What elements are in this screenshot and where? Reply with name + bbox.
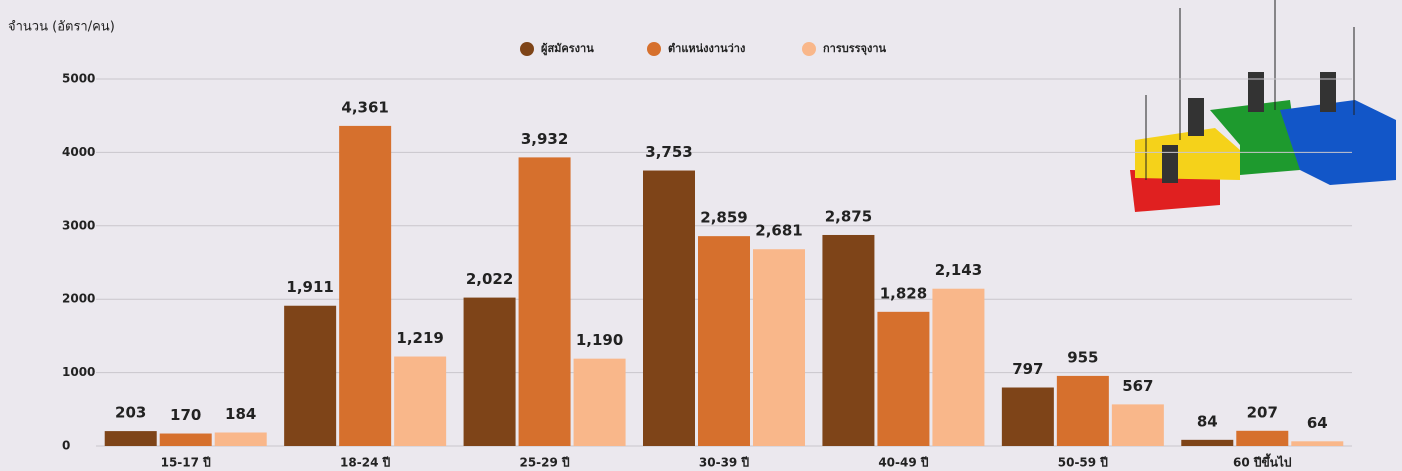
value-label: 2,859 <box>700 209 747 227</box>
bar <box>1056 375 1109 446</box>
bar <box>1001 387 1054 446</box>
value-label: 207 <box>1247 403 1278 421</box>
x-tick-label: 40-49 ปี <box>878 456 929 470</box>
legend-label: ตำแหน่งงานว่าง <box>668 42 745 55</box>
bar <box>104 431 157 446</box>
value-label: 1,911 <box>286 278 333 296</box>
value-label: 797 <box>1012 360 1043 378</box>
bar <box>822 234 875 446</box>
value-label: 1,219 <box>396 329 443 347</box>
x-tick-label: 50-59 ปี <box>1058 456 1109 470</box>
bar <box>1181 439 1234 446</box>
x-tick-label: 60 ปีขึ้นไป <box>1233 453 1292 470</box>
bar <box>339 125 392 447</box>
bar <box>284 305 337 446</box>
value-label: 170 <box>170 406 201 424</box>
y-axis-label: จำนวน (อัตรา/คน) <box>8 20 115 35</box>
y-tick-label: 3000 <box>62 218 95 232</box>
x-tick-label: 15-17 ปี <box>161 456 212 470</box>
value-label: 2,022 <box>466 270 513 288</box>
value-label: 2,143 <box>935 261 982 279</box>
bar <box>394 356 447 446</box>
bar <box>1291 441 1344 446</box>
bar <box>518 157 571 446</box>
decoration <box>1130 0 1396 212</box>
legend-swatch <box>520 42 534 56</box>
bar <box>573 358 626 446</box>
y-tick-label: 4000 <box>62 145 95 159</box>
bar <box>643 170 695 447</box>
value-label: 184 <box>225 405 256 423</box>
bar <box>698 236 750 446</box>
bar <box>1236 430 1289 446</box>
value-label: 84 <box>1197 412 1218 430</box>
bar <box>877 311 930 446</box>
value-label: 1,828 <box>880 284 927 302</box>
bar <box>1111 404 1164 446</box>
legend-label: ผู้สมัครงาน <box>541 42 594 56</box>
value-label: 3,932 <box>521 130 568 148</box>
bar <box>753 249 805 446</box>
y-tick-label: 2000 <box>62 292 95 306</box>
value-label: 955 <box>1067 348 1098 366</box>
y-tick-label: 1000 <box>62 365 95 379</box>
y-tick-label: 5000 <box>62 72 95 86</box>
bar <box>932 288 985 446</box>
value-label: 2,681 <box>755 222 802 240</box>
value-label: 1,190 <box>576 331 623 349</box>
value-label: 2,875 <box>825 207 872 225</box>
legend-label: การบรรจุงาน <box>823 42 887 56</box>
legend-swatch <box>802 42 816 56</box>
value-label: 3,753 <box>645 143 692 161</box>
value-label: 64 <box>1307 414 1328 432</box>
value-label: 4,361 <box>341 98 388 116</box>
legend-swatch <box>647 42 661 56</box>
x-tick-label: 18-24 ปี <box>340 456 391 470</box>
x-tick-label: 25-29 ปี <box>519 456 570 470</box>
bar <box>159 433 212 446</box>
y-tick-label: 0 <box>62 439 70 453</box>
value-label: 567 <box>1122 377 1153 395</box>
bar <box>214 432 267 446</box>
bar <box>463 297 516 446</box>
x-tick-label: 30-39 ปี <box>699 456 750 470</box>
value-label: 203 <box>115 404 146 422</box>
